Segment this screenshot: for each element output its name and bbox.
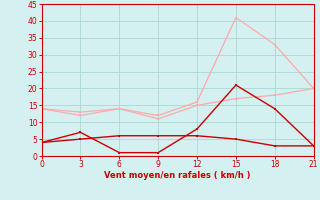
X-axis label: Vent moyen/en rafales ( km/h ): Vent moyen/en rafales ( km/h ) <box>104 171 251 180</box>
